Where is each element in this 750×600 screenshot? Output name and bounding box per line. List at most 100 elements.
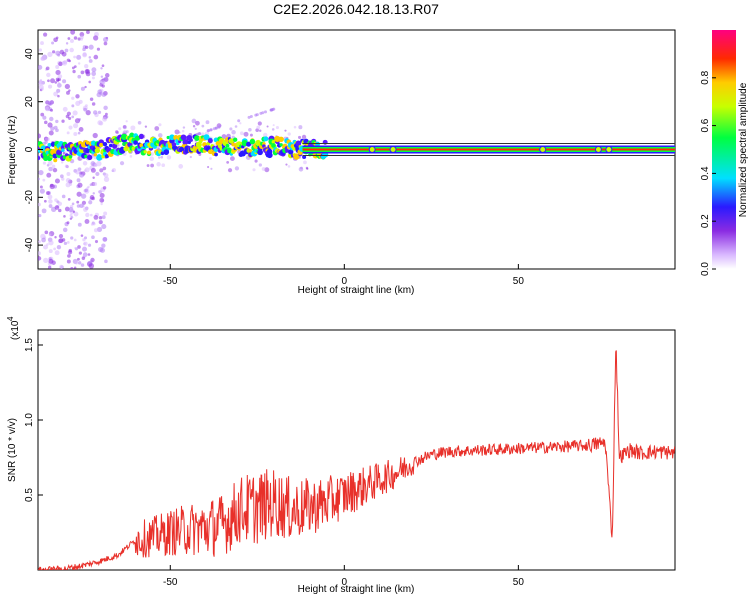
spectrogram-noise-point — [39, 185, 43, 189]
spectrogram-noise-point — [97, 190, 101, 193]
spectrogram-noise-point — [84, 45, 89, 49]
top-x-ticks: -50 0 50 — [163, 264, 524, 287]
spectrogram-noise-point — [69, 38, 74, 43]
spectrogram-noise-point — [43, 257, 49, 264]
spectrogram-noise-point — [48, 258, 54, 264]
spectrogram-noise-point — [91, 67, 97, 73]
spectrogram-noise-point — [65, 182, 71, 188]
spectrogram-noise-point — [99, 197, 105, 203]
spectrogram-noise-point — [83, 107, 88, 112]
spectrogram-noise-point — [178, 164, 184, 169]
spectrogram-band-point — [47, 142, 52, 147]
spectrogram-noise-point — [51, 164, 56, 169]
spectrogram-noise-point — [298, 135, 302, 139]
spectrogram-noise-point — [48, 240, 54, 246]
spectrogram-noise-point — [48, 204, 53, 208]
spectrogram-noise-point — [44, 137, 49, 142]
y-scale-annotation: (x10 4 — [6, 316, 21, 340]
spectrogram-noise-point — [76, 200, 80, 204]
spectrogram-noise-point — [118, 127, 122, 131]
spectrogram-noise-point — [194, 127, 197, 131]
spectrogram-noise-point — [195, 120, 200, 126]
spectrogram-noise-point — [49, 183, 55, 190]
spectrogram-noise-point — [305, 166, 309, 170]
spectrogram-noise-point — [149, 156, 155, 162]
spectrogram-noise-point — [231, 130, 236, 135]
spectrogram-noise-point — [66, 221, 70, 225]
spectrogram-noise-point — [234, 125, 238, 128]
spectrogram-noise-point — [72, 210, 76, 213]
spectrogram-noise-point — [38, 64, 43, 70]
bottom-x-ticks: -50 0 50 — [163, 565, 524, 588]
spectrogram-noise-point — [101, 224, 107, 230]
spectrogram-noise-point — [51, 41, 55, 45]
spectrogram-noise-point — [82, 246, 88, 252]
spectrogram-noise-point — [58, 234, 64, 239]
bottom-y-axis-label: SNR (10 * v/v) — [7, 418, 18, 482]
spectrogram-noise-point — [76, 191, 82, 197]
spectrogram-noise-point — [298, 125, 303, 130]
spectrogram-band-point — [163, 149, 170, 155]
spectrogram-noise-point — [66, 111, 71, 116]
spectrogram-noise-point — [80, 70, 85, 75]
spectrogram-noise-point — [66, 165, 69, 169]
spectrogram-noise-point — [103, 41, 108, 46]
spectrogram-band-point — [169, 134, 175, 141]
top-x-tick-label: 50 — [513, 276, 525, 287]
spectrogram-noise-point — [64, 48, 69, 53]
spectrogram-noise-point — [56, 79, 60, 82]
spectrogram-noise-point — [102, 116, 108, 122]
spectrogram-noise-point — [67, 37, 71, 40]
spectrogram-band-point — [248, 149, 253, 153]
top-y-tick-label: 20 — [24, 96, 35, 108]
spectrogram-noise-point — [63, 241, 68, 246]
spectrogram-noise-point — [38, 213, 42, 218]
spectrogram-band-point — [129, 132, 135, 138]
spectrogram-noise-point — [86, 30, 90, 35]
spectrogram-noise-point — [254, 159, 258, 163]
spectrogram-noise-point — [100, 202, 103, 206]
spectrogram-noise-point — [38, 202, 41, 207]
spectrogram-noise-point — [56, 244, 62, 250]
spectrogram-noise-point — [61, 177, 65, 181]
spectrogram-noise-point — [91, 235, 95, 240]
spectrogram-band-point — [227, 148, 232, 154]
spectrogram-noise-point — [78, 127, 84, 132]
spectrogram-band-point — [102, 141, 108, 147]
spectrogram-noise-point — [191, 118, 197, 124]
spectrogram-noise-point — [68, 206, 74, 213]
spectrogram-noise-point — [116, 143, 120, 147]
spectrogram-noise-point — [73, 211, 79, 217]
spectrogram-noise-point — [54, 198, 58, 202]
spectrogram-noise-point — [103, 211, 108, 216]
spectrogram-noise-point — [154, 126, 160, 131]
spectrogram-noise-point — [209, 157, 212, 160]
spectrogram-noise-point — [80, 234, 84, 237]
spectrogram-noise-point — [72, 110, 78, 116]
spectrogram-noise-point — [61, 51, 67, 57]
spectrogram-noise-point — [91, 71, 96, 77]
spectrogram-noise-point — [65, 42, 69, 45]
spectrogram-noise-point — [42, 161, 47, 165]
spectrogram-noise-point — [77, 261, 82, 265]
spectrogram-noise-point — [61, 161, 64, 164]
top-y-tick-label: -20 — [24, 190, 35, 205]
colorbar-tick-label: 0.0 — [700, 262, 711, 276]
trace-marker — [389, 146, 397, 153]
spectrogram-noise-point — [255, 113, 259, 117]
top-x-axis-label: Height of straight line (km) — [298, 285, 415, 296]
spectrogram-noise-point — [84, 85, 87, 89]
spectrogram-noise-point — [40, 55, 46, 61]
spectrogram-noise-point — [100, 67, 103, 70]
spectrogram-noise-point — [87, 253, 91, 256]
spectrogram-noise-point — [256, 125, 261, 130]
spectrogram-noise-point — [88, 263, 95, 269]
spectrogram-noise-point — [48, 130, 54, 136]
spectrogram-band-point — [99, 142, 103, 147]
spectrogram-band-point — [288, 149, 294, 155]
colorbar: 0.0 0.2 0.4 0.6 0.8 Normalized spectral ampl… — [700, 30, 749, 276]
spectrogram-noise-point — [217, 125, 221, 129]
spectrogram-noise-point — [101, 215, 106, 220]
spectrogram-noise-point — [103, 176, 110, 182]
